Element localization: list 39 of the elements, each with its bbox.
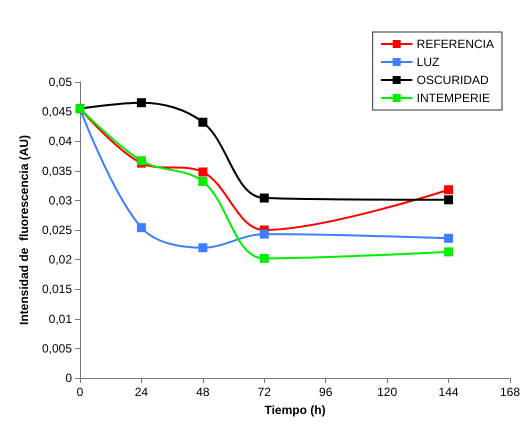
- y-axis-title: Intensidad de fluorescencia (AU): [17, 134, 31, 326]
- point: [136, 156, 146, 166]
- x-axis-title: Tiempo (h): [264, 403, 326, 417]
- point: [260, 194, 269, 203]
- point: [198, 167, 208, 176]
- point: [444, 195, 454, 204]
- point: [260, 230, 269, 239]
- x-tick-label: 72: [258, 385, 272, 399]
- x-tick-label: 144: [438, 385, 459, 399]
- point: [444, 234, 454, 243]
- x-tick-label: 120: [377, 385, 398, 399]
- x-tick-label: 48: [196, 385, 210, 399]
- y-tick-label: 0,035: [42, 164, 72, 178]
- y-tick-label: 0,01: [48, 312, 72, 326]
- x-tick-label: 0: [76, 385, 84, 399]
- legend-label: LUZ: [416, 55, 440, 69]
- y-tick-label: 0,02: [48, 252, 72, 267]
- y-tick-label: 0,045: [42, 104, 72, 119]
- point: [198, 176, 208, 186]
- x-tick-label: 24: [134, 385, 148, 399]
- point: [136, 223, 146, 232]
- legend-label: OSCURIDAD: [416, 73, 489, 87]
- y-tick-label: 0,04: [48, 134, 72, 148]
- x-tick-label: 168: [500, 385, 520, 399]
- x-tick-label: 96: [319, 385, 333, 399]
- point: [198, 118, 208, 127]
- y-tick-label: 0: [65, 371, 72, 385]
- y-tick-label: 0,015: [42, 282, 72, 296]
- y-tick-label: 0,005: [42, 341, 72, 356]
- y-tick-label: 0,025: [42, 223, 72, 237]
- point: [444, 247, 454, 256]
- legend-label: INTEMPERIE: [416, 91, 490, 105]
- y-tick-label: 0,03: [48, 193, 72, 208]
- point: [444, 185, 454, 194]
- point: [260, 254, 269, 263]
- legend-label: REFERENCIA: [416, 37, 494, 51]
- point: [136, 98, 146, 108]
- point: [198, 243, 208, 252]
- y-tick-label: 0,05: [48, 75, 72, 89]
